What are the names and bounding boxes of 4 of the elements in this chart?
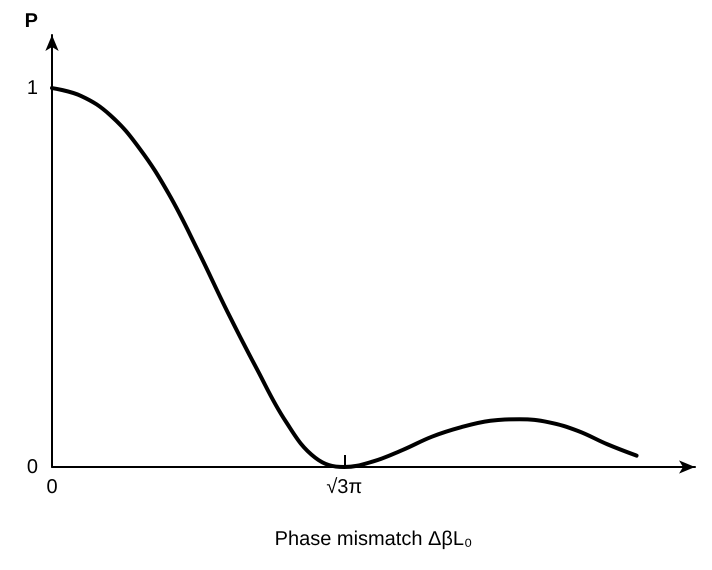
y-tick-label: 1 — [26, 77, 38, 100]
x-tick-label: √3π — [326, 476, 362, 498]
y-axis-title: P — [24, 10, 38, 32]
x-axis-title: Phase mismatch ΔβL₀ — [274, 528, 472, 550]
